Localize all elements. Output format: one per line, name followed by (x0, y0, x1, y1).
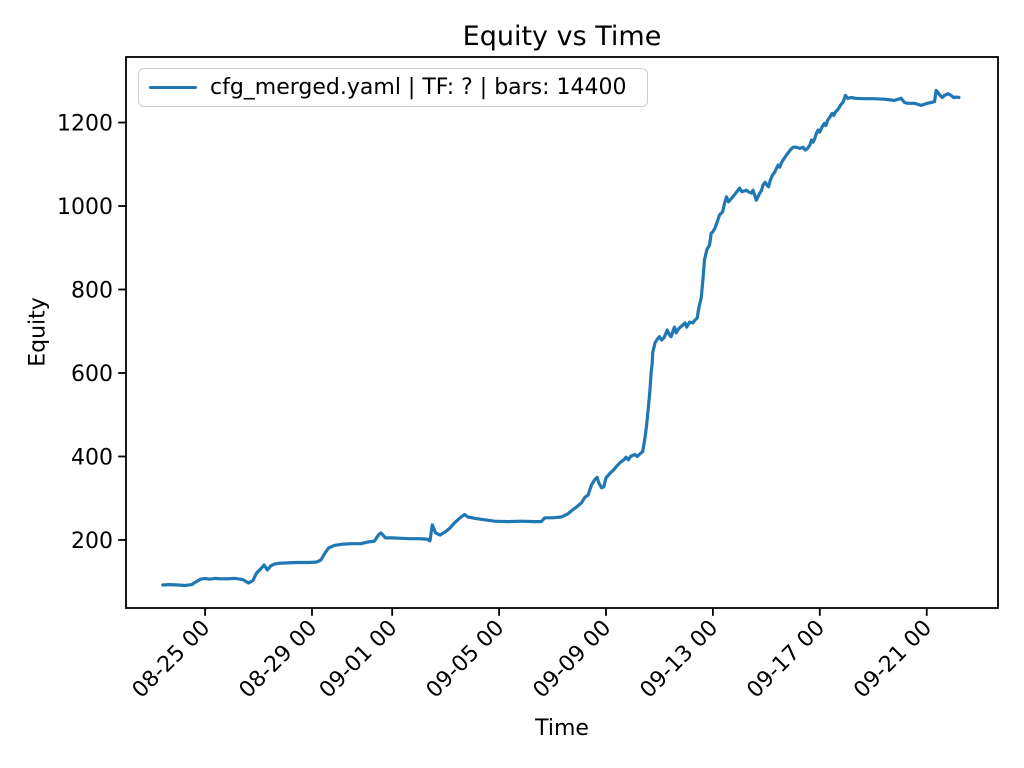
chart-title: Equity vs Time (462, 21, 662, 52)
x-axis-title: Time (535, 716, 589, 741)
y-axis-title: Equity (25, 297, 51, 367)
equity-line (161, 88, 961, 588)
legend-line-sample (149, 85, 197, 90)
y-tick-label: 800 (71, 279, 113, 304)
x-tick-label: 09-21 00 (849, 616, 937, 704)
y-tick-label: 400 (71, 445, 113, 470)
x-tick-label: 09-05 00 (422, 616, 510, 704)
x-tick-label: 08-29 00 (235, 616, 323, 704)
y-tick-label: 600 (71, 362, 113, 387)
plot-border (125, 56, 999, 609)
y-tick-label: 200 (71, 529, 113, 554)
legend: cfg_merged.yaml | TF: ? | bars: 14400 (138, 68, 648, 107)
y-tick-label: 1000 (57, 195, 113, 220)
x-tick-label: 09-09 00 (529, 616, 617, 704)
x-tick-label: 09-13 00 (636, 616, 724, 704)
x-tick-label: 09-01 00 (315, 616, 403, 704)
x-tick-label: 08-25 00 (128, 616, 216, 704)
y-tick-label: 1200 (57, 112, 113, 137)
x-tick-label: 09-17 00 (742, 616, 830, 704)
legend-label: cfg_merged.yaml | TF: ? | bars: 14400 (210, 75, 627, 100)
